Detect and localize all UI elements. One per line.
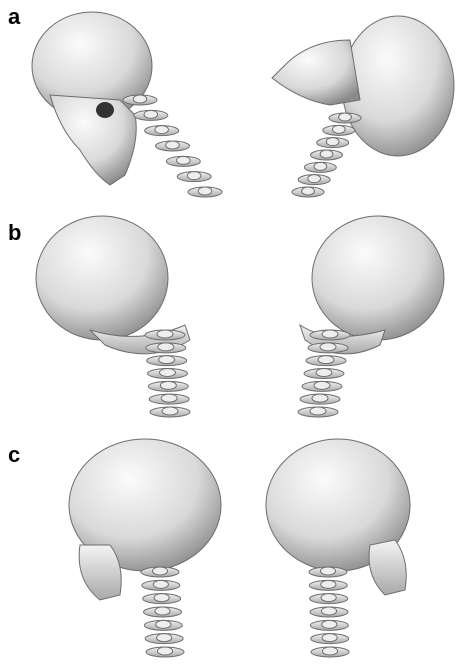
vertebra-body xyxy=(153,593,170,603)
vertebra-body xyxy=(165,140,180,150)
vertebra-body xyxy=(154,606,171,616)
vertebra-body xyxy=(159,368,176,377)
vertebra-body xyxy=(331,124,346,134)
vertebra-body xyxy=(319,149,334,159)
jaw xyxy=(368,539,407,596)
vertebra-body xyxy=(159,380,177,390)
vertebra-body xyxy=(158,355,176,365)
panel-label: c xyxy=(8,442,20,467)
vertebra-body xyxy=(143,109,159,119)
vertebra-body xyxy=(301,186,315,196)
vertebra-body xyxy=(319,342,337,352)
vertebra-body xyxy=(154,125,169,135)
vertebra-body xyxy=(325,137,340,147)
face xyxy=(49,94,137,186)
skull-lateral-left xyxy=(31,11,153,186)
cranium xyxy=(35,215,169,341)
vertebra-body xyxy=(151,566,169,576)
skull-oblique-right xyxy=(265,438,411,596)
skull-lateral-right xyxy=(271,15,455,157)
vertebra-body xyxy=(307,174,322,184)
vertebra-body xyxy=(156,646,174,656)
orbit xyxy=(96,102,114,118)
cranium xyxy=(311,215,445,341)
vertebra-body xyxy=(176,155,191,165)
vertebra-body xyxy=(319,566,337,576)
vertebra-body xyxy=(313,380,331,390)
panel-label: a xyxy=(8,4,21,29)
vertebra-body xyxy=(155,619,172,629)
vertebra-body xyxy=(311,393,329,403)
vertebra-body xyxy=(197,186,213,196)
cranium xyxy=(341,15,455,157)
vertebra-body xyxy=(160,393,178,403)
skull-oblique-left xyxy=(68,438,222,601)
vertebra-body xyxy=(152,579,169,589)
vertebra-body xyxy=(132,94,148,104)
vertebra-body xyxy=(156,633,173,643)
vertebra-body xyxy=(321,646,339,656)
vertebra-body xyxy=(317,355,335,365)
vertebra-body xyxy=(321,619,338,629)
vertebra-body xyxy=(186,171,202,181)
vertebra-body xyxy=(321,329,339,339)
vertebra-body xyxy=(309,406,327,416)
vertebra-body xyxy=(320,593,337,603)
vertebra-body xyxy=(321,633,338,643)
jaw xyxy=(78,544,122,601)
vertebra-body xyxy=(313,161,328,171)
vertebra-body xyxy=(157,342,175,352)
vertebra-body xyxy=(320,579,337,589)
face xyxy=(271,39,361,106)
vertebra-body xyxy=(161,406,179,416)
vertebra-body xyxy=(320,606,338,616)
vertebra-body xyxy=(156,329,174,339)
vertebra-body xyxy=(315,368,333,377)
vertebra-body xyxy=(338,112,352,122)
panel-label: b xyxy=(8,220,21,245)
